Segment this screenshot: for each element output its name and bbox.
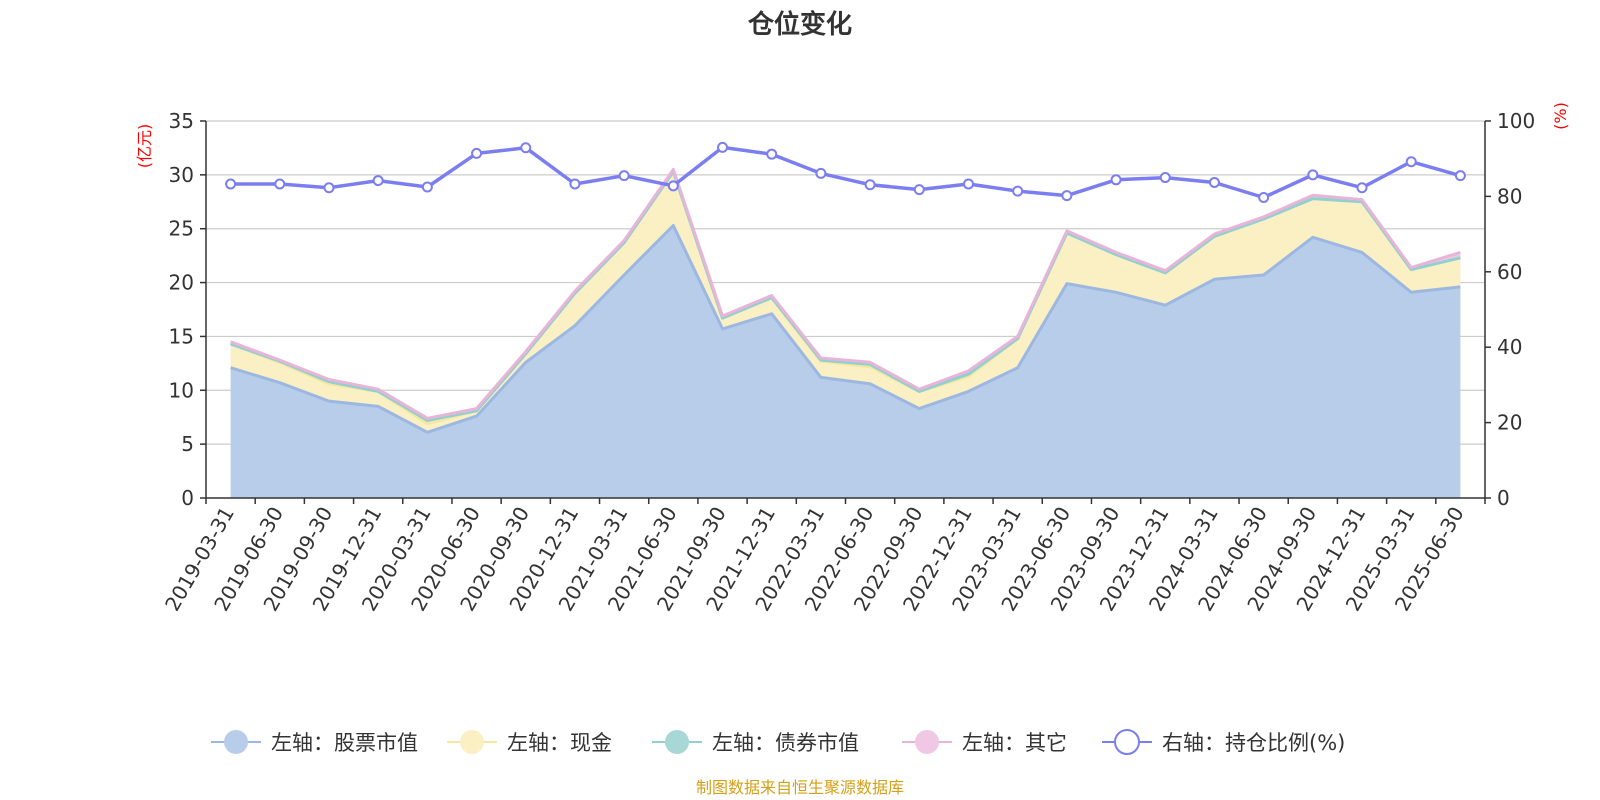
ratio-point[interactable] bbox=[1012, 185, 1024, 197]
right-tick-label: 100 bbox=[1497, 109, 1535, 133]
legend-marker bbox=[915, 730, 939, 754]
legend-item[interactable]: 左轴：现金 bbox=[447, 730, 612, 755]
area-edge bbox=[230, 168, 1461, 420]
ratio-point[interactable] bbox=[421, 181, 433, 193]
right-tick-label: 40 bbox=[1497, 335, 1522, 359]
right-axis-ticks: 0 20 40 60 80 100 bbox=[1485, 109, 1535, 510]
area-edge bbox=[230, 170, 1461, 422]
x-axis-ticks: 2019-03-312019-06-302019-09-302019-12-31… bbox=[160, 498, 1486, 615]
ratio-point[interactable] bbox=[766, 148, 778, 160]
right-tick-label: 80 bbox=[1497, 184, 1522, 208]
ratio-point[interactable] bbox=[323, 182, 335, 194]
ratio-point[interactable] bbox=[667, 180, 679, 192]
legend-item[interactable]: 左轴：其它 bbox=[902, 730, 1067, 755]
ratio-point[interactable] bbox=[520, 142, 532, 154]
right-axis-unit: (%) bbox=[1551, 102, 1570, 130]
right-tick-label: 60 bbox=[1497, 260, 1522, 284]
position-ratio-line bbox=[225, 141, 1466, 204]
grid-lines bbox=[206, 120, 1485, 445]
ratio-point[interactable] bbox=[471, 147, 483, 159]
left-tick-label: 5 bbox=[181, 432, 194, 456]
chart-title: 仓位变化 bbox=[747, 9, 852, 40]
legend-marker bbox=[224, 730, 248, 754]
ratio-point[interactable] bbox=[1061, 190, 1073, 202]
ratio-point[interactable] bbox=[717, 141, 729, 153]
legend-label: 左轴：现金 bbox=[507, 731, 612, 755]
legend-marker bbox=[460, 730, 484, 754]
ratio-line bbox=[230, 145, 1461, 200]
stacked-areas bbox=[230, 168, 1461, 498]
legend-label: 左轴：股票市值 bbox=[271, 731, 418, 755]
left-tick-label: 25 bbox=[169, 217, 194, 241]
right-tick-label: 0 bbox=[1497, 486, 1510, 510]
ratio-point[interactable] bbox=[913, 184, 925, 196]
ratio-point[interactable] bbox=[569, 178, 581, 190]
ratio-point[interactable] bbox=[1405, 156, 1417, 168]
right-tick-label: 20 bbox=[1497, 411, 1522, 435]
left-tick-label: 30 bbox=[169, 163, 194, 187]
area-fill bbox=[230, 225, 1461, 498]
left-tick-label: 15 bbox=[169, 324, 194, 348]
ratio-point[interactable] bbox=[274, 178, 286, 190]
source-note: 制图数据来自恒生聚源数据库 bbox=[696, 778, 904, 797]
ratio-point[interactable] bbox=[1159, 172, 1171, 184]
legend-label: 左轴：其它 bbox=[962, 731, 1067, 755]
legend-marker bbox=[1114, 729, 1140, 755]
legend-item[interactable]: 左轴：债券市值 bbox=[652, 730, 859, 755]
left-axis-unit: (亿元) bbox=[135, 124, 154, 169]
legend-label: 右轴：持仓比例(%) bbox=[1162, 731, 1345, 755]
legend-label: 左轴：债券市值 bbox=[712, 731, 859, 755]
ratio-point[interactable] bbox=[1258, 192, 1270, 204]
area-edge bbox=[230, 224, 1461, 434]
left-axis-ticks: 0 5 10 15 20 25 30 35 bbox=[169, 109, 206, 510]
left-tick-label: 20 bbox=[169, 271, 194, 295]
legend-item[interactable]: 右轴：持仓比例(%) bbox=[1102, 729, 1345, 755]
left-tick-label: 10 bbox=[169, 378, 194, 402]
ratio-point[interactable] bbox=[1356, 182, 1368, 194]
ratio-point[interactable] bbox=[618, 170, 630, 182]
ratio-point[interactable] bbox=[1454, 170, 1466, 182]
legend-marker bbox=[665, 730, 689, 754]
legend[interactable]: 左轴：股票市值 左轴：现金 左轴：债券市值 左轴：其它 右轴：持仓比例(%) bbox=[211, 729, 1345, 755]
ratio-point[interactable] bbox=[372, 175, 384, 187]
ratio-point[interactable] bbox=[864, 179, 876, 191]
ratio-point[interactable] bbox=[1208, 176, 1220, 188]
ratio-point[interactable] bbox=[962, 178, 974, 190]
ratio-point[interactable] bbox=[1110, 174, 1122, 186]
ratio-point[interactable] bbox=[1307, 169, 1319, 181]
left-tick-label: 35 bbox=[169, 109, 194, 133]
legend-item[interactable]: 左轴：股票市值 bbox=[211, 730, 418, 755]
ratio-point[interactable] bbox=[815, 167, 827, 179]
left-tick-label: 0 bbox=[181, 486, 194, 510]
ratio-point[interactable] bbox=[225, 178, 237, 190]
